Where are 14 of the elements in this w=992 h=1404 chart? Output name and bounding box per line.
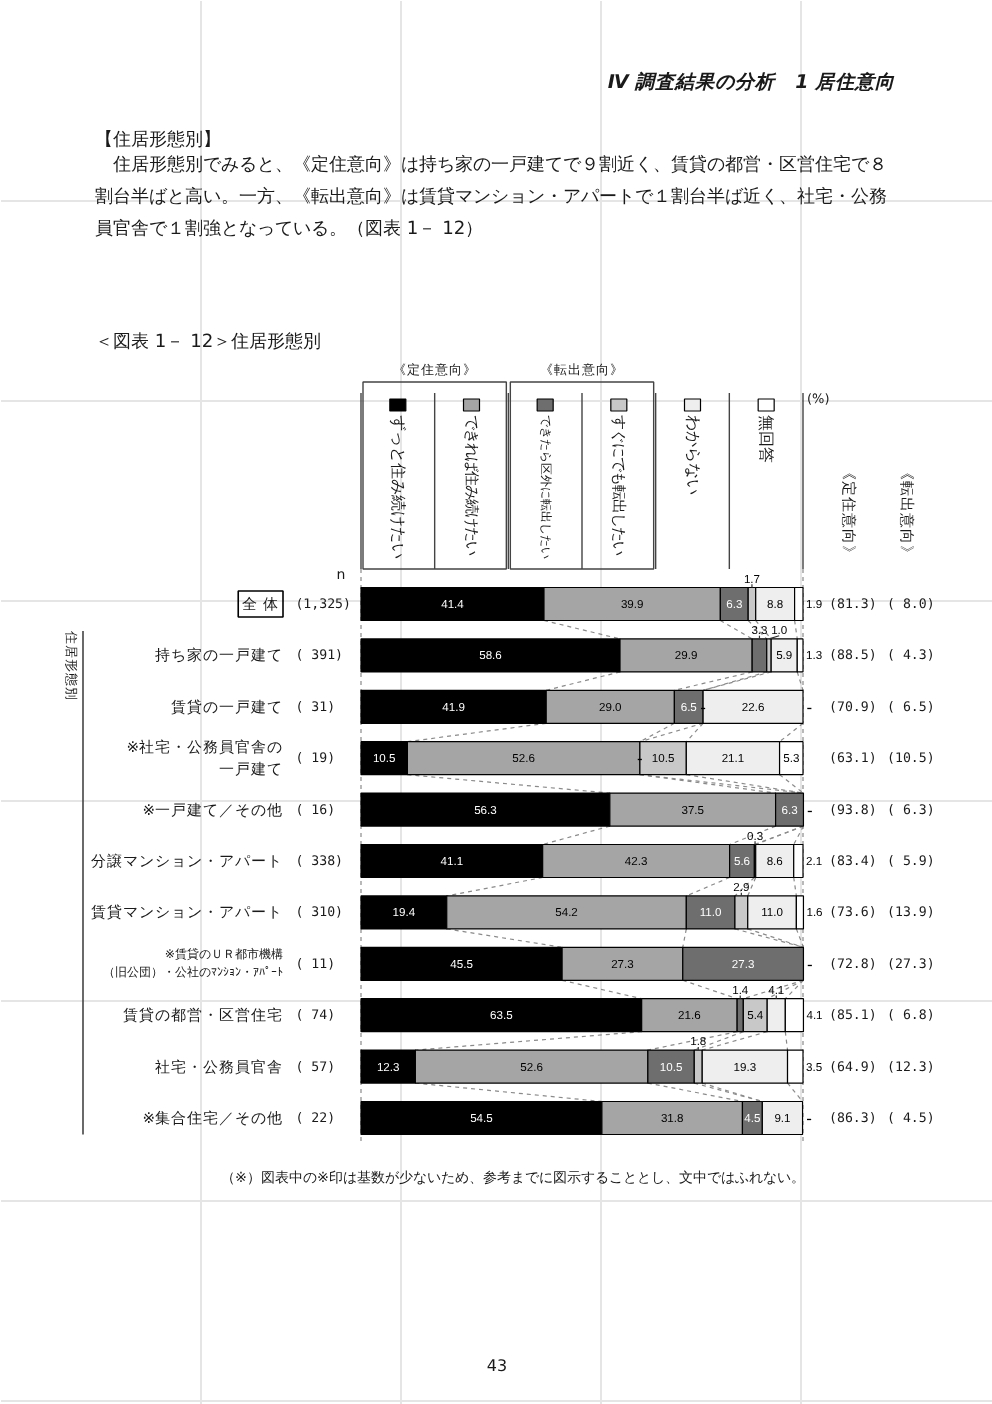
legend-label: ずっと住み続けたい [388,415,407,559]
annotation: - [637,748,644,769]
data-label: - [806,696,813,717]
text: 住居形態別でみると、《定住意向》は持ち家の一戸建てで９割近く、賃貸の都営・区営住宅で８割台半ばと高い。一方、《転出意向》は賃貸マンション・アパートで１割台半ば近く、社宅・公務員官舎で１割強となっている。（図表 1－ 12） [95,154,888,241]
legend-label: わからない [683,415,702,495]
text: ＜図表 1－ 12＞住居形態別 [95,331,322,353]
text: 43 [486,1357,508,1375]
annotation: - [700,696,707,717]
data-label: - [807,799,814,820]
data-label: - [806,1108,813,1128]
text: Ⅳ 調査結果の分析 1 居住意向 [607,70,896,94]
data-label: - [807,953,814,974]
legend-label: 無回答 [757,415,776,463]
text: 【住居形態別】 [95,129,221,151]
